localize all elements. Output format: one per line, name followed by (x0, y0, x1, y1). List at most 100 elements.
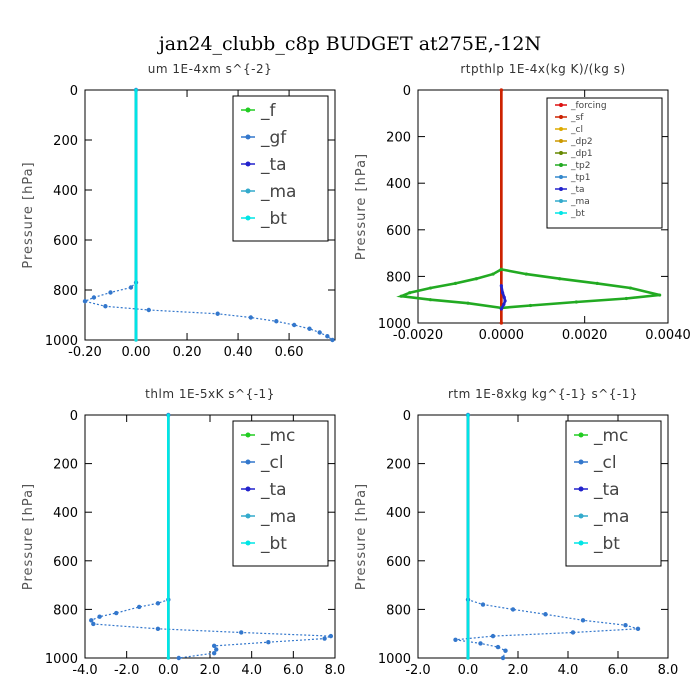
legend-label: _bt (260, 534, 287, 554)
x-tick-label: -2.0 (405, 663, 430, 678)
data-point (658, 293, 662, 297)
legend-marker (245, 432, 251, 438)
data-point (491, 272, 495, 276)
legend-label: _forcing (570, 101, 607, 111)
legend-label: _ma (570, 197, 590, 207)
legend-marker (578, 486, 584, 492)
data-point (155, 626, 161, 632)
legend-label: _bt (260, 209, 287, 229)
y-tick-label: 200 (53, 134, 78, 149)
data-point (474, 277, 478, 281)
x-tick-label: -0.20 (68, 345, 102, 360)
data-point (82, 299, 88, 304)
x-tick-label: 0.00 (122, 345, 151, 360)
x-tick-label: 0.0000 (479, 328, 525, 343)
legend-marker (559, 139, 563, 143)
data-point (502, 302, 506, 306)
legend-marker (559, 127, 563, 131)
legend-marker (559, 151, 563, 155)
legend: _mc _cl _ta _ma _bt (565, 420, 662, 567)
data-point (478, 641, 483, 646)
x-tick-label: 0.60 (275, 345, 304, 360)
y-tick-label: 400 (386, 177, 411, 192)
legend-label: _ta (570, 185, 585, 195)
data-point (453, 637, 458, 642)
legend-marker (559, 175, 563, 179)
data-point (328, 633, 334, 639)
data-point (623, 622, 628, 628)
data-point (317, 330, 322, 335)
data-point (499, 88, 503, 92)
chart-panel-1: um 1E-4xm s^{-2} Pressure [hPa] 0 200 400 600… (21, 62, 336, 360)
data-point (500, 291, 505, 295)
data-point (155, 601, 161, 606)
panel-title: thlm 1E-5xK s^{-1} (145, 387, 275, 401)
legend-label: _cl (260, 453, 284, 473)
plot-frame (84, 89, 336, 341)
y-tick-label: 400 (386, 506, 411, 521)
legend-label: _cl (570, 125, 583, 135)
data-point (215, 311, 220, 316)
chart-panel-2: rtpthlp 1E-4x(kg K)/(kg s) Pressure [hPa]… (354, 62, 691, 343)
legend-label: _ta (593, 480, 620, 500)
data-point (558, 277, 562, 281)
y-tick-label: 600 (386, 224, 411, 239)
legend-label: _mc (260, 426, 295, 446)
series-line-tp2a (396, 268, 502, 310)
data-point (266, 640, 271, 645)
legend-marker (559, 187, 563, 191)
x-tick-label: 6.0 (283, 663, 304, 678)
legend-marker (578, 540, 584, 546)
legend-marker (245, 486, 251, 492)
legend-marker (559, 115, 563, 119)
data-point (291, 322, 297, 328)
y-axis-label: Pressure [hPa] (354, 483, 369, 590)
x-tick-label: 0.0 (158, 663, 179, 678)
figure-title: jan24_clubb_c8p BUDGET at275E,-12N (157, 33, 541, 55)
legend-marker (559, 163, 563, 167)
data-point (428, 286, 433, 290)
data-point (166, 413, 170, 417)
data-point (408, 291, 412, 295)
x-tick-label: 0.0020 (562, 328, 608, 343)
x-tick-label: 6.0 (608, 663, 629, 678)
data-point (428, 298, 433, 302)
data-point (499, 321, 503, 325)
legend-marker (578, 459, 584, 465)
legend-marker (245, 161, 251, 167)
plot-frame (417, 89, 669, 324)
legend-label: _bt (593, 534, 620, 554)
data-point (503, 648, 508, 653)
data-point (635, 626, 641, 632)
data-point (570, 630, 576, 635)
plot-frame (417, 414, 669, 659)
y-tick-label: 800 (386, 270, 411, 285)
y-tick-label: 600 (53, 234, 78, 249)
x-tick-label: 4.0 (241, 663, 262, 678)
series-line-tp2b (501, 268, 661, 310)
y-tick-label: 800 (53, 284, 78, 299)
legend: _mc _cl _ta _ma _bt (232, 420, 329, 567)
legend-marker (559, 199, 563, 203)
legend-label: _dp2 (570, 137, 593, 147)
y-tick-label: 1000 (378, 317, 411, 332)
legend-label: _ta (260, 155, 287, 175)
data-point (89, 618, 94, 623)
legend-label: _mc (593, 426, 628, 446)
legend-label: _f (260, 101, 277, 121)
legend-label: _ma (593, 507, 629, 527)
x-tick-label: 0.0 (458, 663, 479, 678)
legend-marker (245, 188, 251, 194)
data-point (528, 303, 533, 308)
data-point (307, 326, 312, 331)
data-point (97, 614, 102, 619)
y-tick-label: 200 (53, 458, 78, 473)
x-tick-label: 0.20 (173, 345, 202, 360)
y-tick-label: 800 (53, 603, 78, 618)
y-tick-label: 0 (70, 84, 78, 99)
x-tick-label: 8.0 (325, 663, 346, 678)
data-point (502, 295, 506, 299)
legend-label: _gf (260, 128, 287, 148)
legend-box (546, 97, 663, 229)
legend-label: _tp2 (570, 161, 590, 171)
